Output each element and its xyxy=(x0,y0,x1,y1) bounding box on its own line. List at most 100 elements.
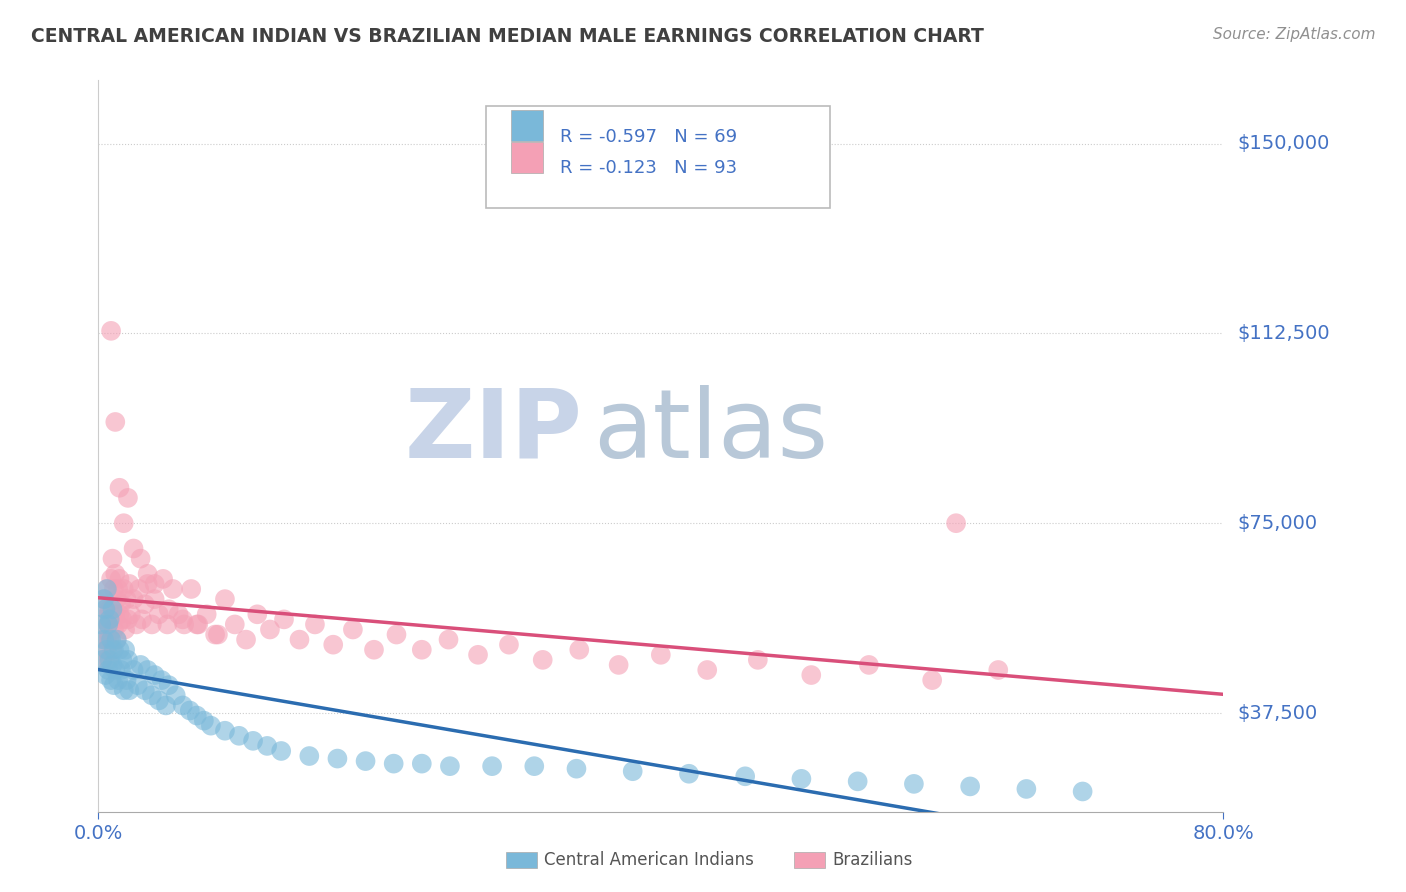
Point xyxy=(100,324,122,338)
Point xyxy=(96,582,118,596)
Text: $37,500: $37,500 xyxy=(1237,704,1317,723)
Point xyxy=(214,592,236,607)
Point xyxy=(200,719,222,733)
Point xyxy=(115,673,138,687)
Point xyxy=(195,607,218,622)
Point xyxy=(531,653,554,667)
Point xyxy=(96,582,118,596)
Point xyxy=(111,653,134,667)
Point xyxy=(621,764,644,779)
Point xyxy=(734,769,756,783)
Point xyxy=(148,693,170,707)
Point xyxy=(987,663,1010,677)
Point xyxy=(100,632,122,647)
Point xyxy=(157,602,180,616)
Point xyxy=(1071,784,1094,798)
Point xyxy=(128,582,150,596)
Point xyxy=(131,612,153,626)
Point xyxy=(98,602,121,616)
Point xyxy=(94,668,117,682)
Point xyxy=(104,415,127,429)
Point xyxy=(91,653,114,667)
Point xyxy=(141,617,163,632)
Point xyxy=(103,678,125,692)
Point xyxy=(136,663,159,677)
Point xyxy=(143,668,166,682)
Point xyxy=(97,617,120,632)
Point xyxy=(256,739,278,753)
Point xyxy=(498,638,520,652)
Point xyxy=(107,673,129,687)
Point xyxy=(90,617,112,632)
Point xyxy=(165,688,187,702)
Point xyxy=(382,756,405,771)
Text: Source: ZipAtlas.com: Source: ZipAtlas.com xyxy=(1212,27,1375,42)
Point xyxy=(172,698,194,713)
Point xyxy=(411,642,433,657)
Point xyxy=(439,759,461,773)
Point xyxy=(696,663,718,677)
Point xyxy=(180,582,202,596)
Point xyxy=(93,623,115,637)
Point xyxy=(127,678,149,692)
Point xyxy=(93,632,115,647)
Point xyxy=(273,612,295,626)
Text: $75,000: $75,000 xyxy=(1237,514,1317,533)
Point xyxy=(93,592,115,607)
Point xyxy=(125,617,148,632)
Point xyxy=(94,602,117,616)
Point xyxy=(122,663,145,677)
Point xyxy=(101,551,124,566)
Point xyxy=(98,632,121,647)
Point xyxy=(108,481,131,495)
Point xyxy=(101,642,124,657)
Point xyxy=(97,653,120,667)
Text: Brazilians: Brazilians xyxy=(832,851,912,869)
Point xyxy=(363,642,385,657)
Point xyxy=(97,617,120,632)
Point xyxy=(105,632,128,647)
Point xyxy=(114,642,136,657)
Point xyxy=(326,751,349,765)
Point xyxy=(179,704,201,718)
Point xyxy=(91,653,114,667)
Point xyxy=(105,592,128,607)
Point xyxy=(112,683,135,698)
Point xyxy=(96,642,118,657)
Point xyxy=(228,729,250,743)
Text: R = -0.597   N = 69: R = -0.597 N = 69 xyxy=(560,128,737,146)
Point xyxy=(385,627,408,641)
Point xyxy=(565,762,588,776)
Point xyxy=(94,642,117,657)
Point xyxy=(858,657,880,672)
Point xyxy=(148,607,170,622)
Point xyxy=(136,577,159,591)
Point xyxy=(129,551,152,566)
Point xyxy=(114,623,136,637)
Point xyxy=(120,607,142,622)
Point xyxy=(91,612,114,626)
Point xyxy=(118,577,141,591)
Point xyxy=(100,612,122,626)
Point xyxy=(186,617,208,632)
Point xyxy=(157,678,180,692)
Point xyxy=(112,516,135,531)
Point xyxy=(903,777,925,791)
Text: $112,500: $112,500 xyxy=(1237,324,1330,343)
Point xyxy=(101,657,124,672)
Point xyxy=(204,627,226,641)
Point xyxy=(214,723,236,738)
Point xyxy=(354,754,377,768)
Point xyxy=(108,607,131,622)
Point xyxy=(97,663,120,677)
Point xyxy=(93,592,115,607)
Point xyxy=(846,774,869,789)
Point xyxy=(172,612,194,626)
Point xyxy=(921,673,943,687)
Point xyxy=(129,657,152,672)
Point xyxy=(122,541,145,556)
Point xyxy=(678,766,700,780)
Text: atlas: atlas xyxy=(593,384,828,478)
Point xyxy=(650,648,672,662)
Text: R = -0.123   N = 93: R = -0.123 N = 93 xyxy=(560,159,737,177)
